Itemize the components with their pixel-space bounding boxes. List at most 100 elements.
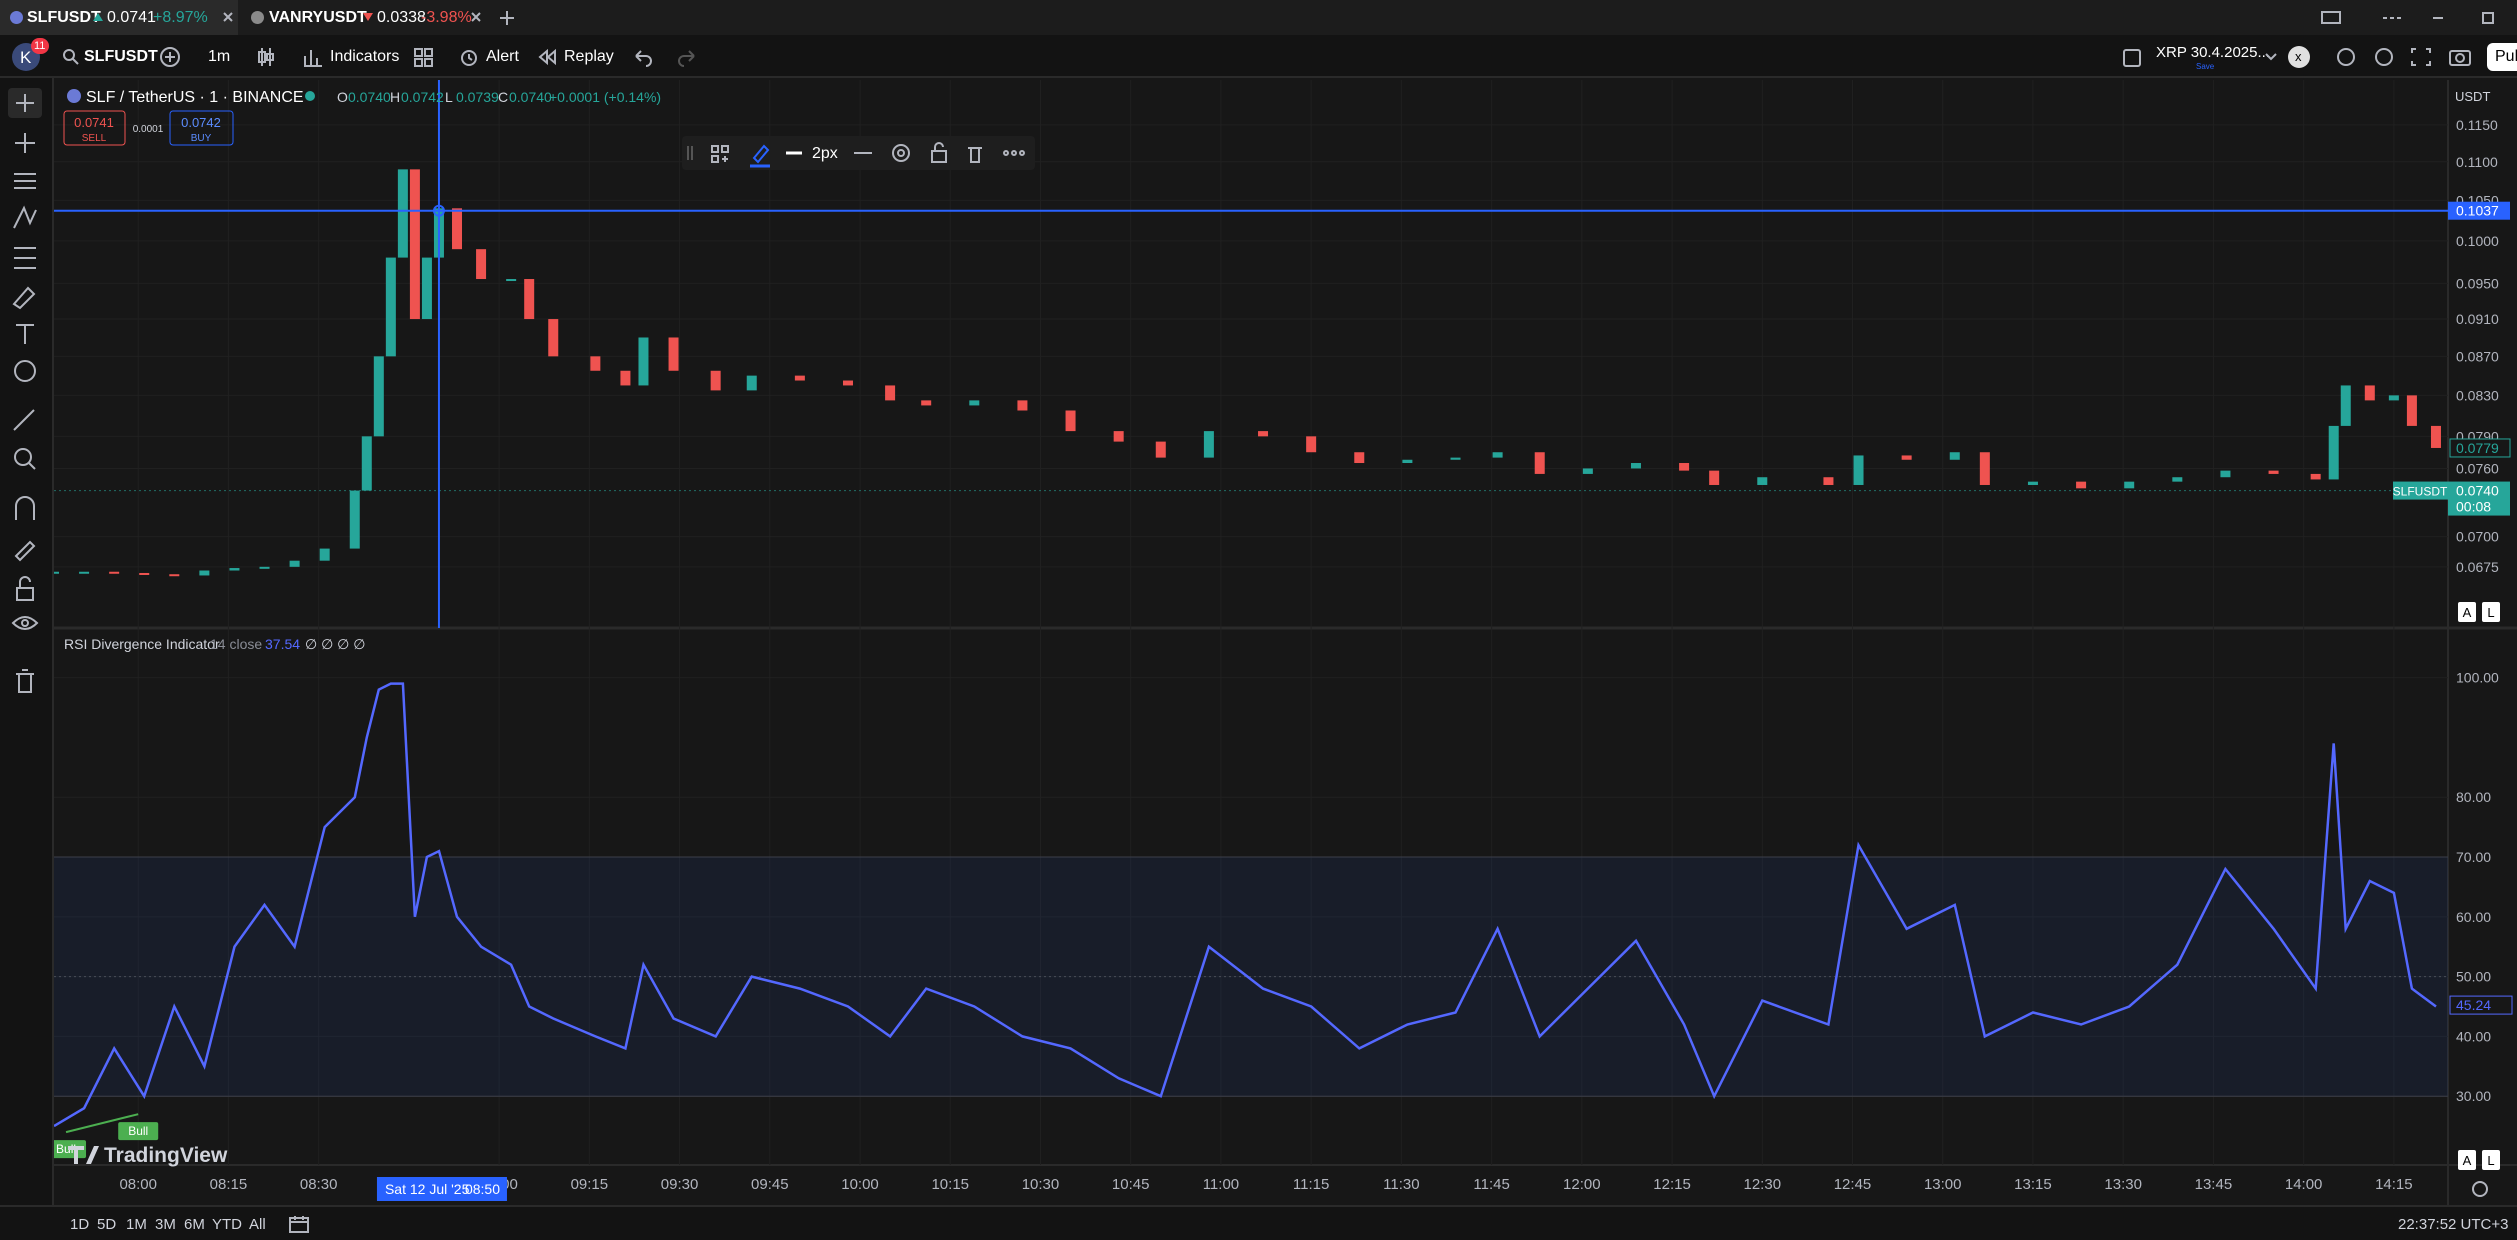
- goto-date[interactable]: [288, 1214, 310, 1234]
- indicator-params: 14 close: [210, 636, 262, 652]
- range-button[interactable]: 5D: [97, 1216, 117, 1233]
- scale-button[interactable]: [2482, 602, 2500, 622]
- candle: [2027, 481, 2038, 485]
- alert-icon: [461, 50, 477, 66]
- candle: [397, 169, 408, 258]
- candle: [2364, 385, 2375, 401]
- candle: [1901, 455, 1912, 460]
- interval[interactable]: 1m: [208, 48, 231, 65]
- candle: [506, 279, 517, 282]
- candle: [2430, 425, 2441, 448]
- replay-button[interactable]: Replay: [564, 48, 614, 65]
- tab-bar: SLFUSDT 0.0741 +8.97% VANRYUSDT 0.0338 -…: [0, 0, 2517, 35]
- candle: [969, 400, 980, 406]
- range-button[interactable]: 3M: [155, 1216, 176, 1233]
- sell-button[interactable]: [63, 110, 126, 146]
- candle: [452, 208, 463, 250]
- range-button[interactable]: 1M: [126, 1216, 147, 1233]
- scale-button[interactable]: [2458, 602, 2476, 622]
- tab-change: +8.97%: [153, 9, 208, 26]
- drawing-tools[interactable]: [0, 78, 52, 718]
- candle: [620, 370, 631, 386]
- line-width[interactable]: 2px: [812, 145, 838, 162]
- range-button[interactable]: 6M: [184, 1216, 205, 1233]
- symbol-search[interactable]: SLFUSDT: [84, 48, 158, 65]
- indicators-button[interactable]: Indicators: [330, 48, 400, 65]
- candle: [1065, 410, 1076, 432]
- publish-button[interactable]: Pul: [2487, 43, 2517, 71]
- window-controls[interactable]: [2320, 8, 2517, 28]
- indicators-icon: [304, 50, 322, 67]
- sell-price: 0.0741: [74, 115, 114, 130]
- publish-label: Pul: [2495, 48, 2517, 65]
- settings[interactable]: [2472, 1181, 2488, 1197]
- range-button[interactable]: 1D: [70, 1216, 90, 1233]
- y-tick-label: 50.00: [2456, 969, 2491, 985]
- candle: [139, 572, 150, 575]
- x-tick-label: 09:30: [661, 1176, 699, 1193]
- alert-button[interactable]: Alert: [486, 48, 519, 65]
- close-symbol: x: [2295, 49, 2302, 64]
- candle: [1155, 441, 1166, 458]
- header-icons[interactable]: [2334, 45, 2484, 69]
- x-tick-label: 12:15: [1653, 1176, 1691, 1193]
- y-tick-label: 0.0675: [2456, 559, 2499, 575]
- watchlist-name[interactable]: XRP 30.4.2025...: [2156, 44, 2270, 61]
- undo-redo[interactable]: [632, 46, 698, 68]
- x-tick-label: 10:00: [841, 1176, 879, 1193]
- x-tick-label: 11:30: [1383, 1176, 1419, 1193]
- ohlc-value: 0.0740: [509, 89, 552, 105]
- x-tick-label: 12:45: [1834, 1176, 1872, 1193]
- tab[interactable]: VANRYUSDT 0.0338 -3.98%: [241, 0, 491, 35]
- watchlist-checkbox[interactable]: [2122, 48, 2142, 68]
- x-tick-label: 13:00: [1924, 1176, 1962, 1193]
- candle: [668, 337, 679, 371]
- add-symbol[interactable]: [158, 45, 182, 69]
- x-tick-label: 10:45: [1112, 1176, 1150, 1193]
- crosshair-date: Sat 12 Jul '25: [385, 1181, 470, 1197]
- marker-label: 0.0779: [2456, 440, 2499, 456]
- range-button[interactable]: All: [249, 1216, 266, 1233]
- templates[interactable]: [412, 46, 434, 68]
- crosshair-price-label: 0.1037: [2456, 203, 2499, 219]
- tab-close[interactable]: [222, 11, 234, 23]
- new-tab[interactable]: [498, 9, 516, 27]
- y-tick-label: 0.0870: [2456, 348, 2499, 364]
- y-tick-label: 0.1150: [2456, 117, 2498, 133]
- scale-button[interactable]: [2458, 1150, 2476, 1170]
- y-tick-label: 0.0760: [2456, 460, 2499, 476]
- scale-button-label: L: [2487, 605, 2494, 620]
- candle: [421, 257, 432, 320]
- drawing-toolbar-icons[interactable]: [682, 136, 1035, 170]
- candle: [2124, 481, 2135, 489]
- candle: [1203, 431, 1214, 458]
- tab[interactable]: SLFUSDT 0.0741 +8.97%: [0, 0, 238, 35]
- countdown: 00:08: [2456, 499, 2491, 515]
- x-tick-label: 13:30: [2104, 1176, 2142, 1193]
- y-tick-label: 0.1000: [2456, 233, 2499, 249]
- dropdown[interactable]: [2264, 49, 2278, 63]
- x-tick-label: 10:15: [931, 1176, 969, 1193]
- candle: [79, 571, 90, 574]
- watchlist-close[interactable]: x: [2288, 46, 2310, 68]
- signal-label: Bull: [56, 1142, 76, 1156]
- ohlc-label: O: [337, 89, 348, 105]
- signal-label-box: [118, 1122, 159, 1141]
- tab-close[interactable]: [470, 11, 482, 23]
- series-name: SLFUSDT: [2393, 485, 2448, 499]
- crosshair-time-tag: [376, 1177, 507, 1201]
- buy-button[interactable]: [169, 110, 234, 146]
- scale-button[interactable]: [2482, 1150, 2500, 1170]
- rsi-pane: [54, 628, 2448, 1165]
- range-button[interactable]: YTD: [212, 1216, 242, 1233]
- notification-badge: 11: [31, 38, 49, 54]
- replay-icon: [538, 48, 556, 66]
- candle: [109, 571, 120, 574]
- candle: [638, 337, 649, 386]
- legend-title: SLF / TetherUS · 1 · BINANCE: [86, 89, 304, 106]
- chart-type[interactable]: [256, 46, 276, 68]
- x-tick-label: 14:15: [2375, 1176, 2413, 1193]
- crosshair-price-tag: [2448, 201, 2510, 220]
